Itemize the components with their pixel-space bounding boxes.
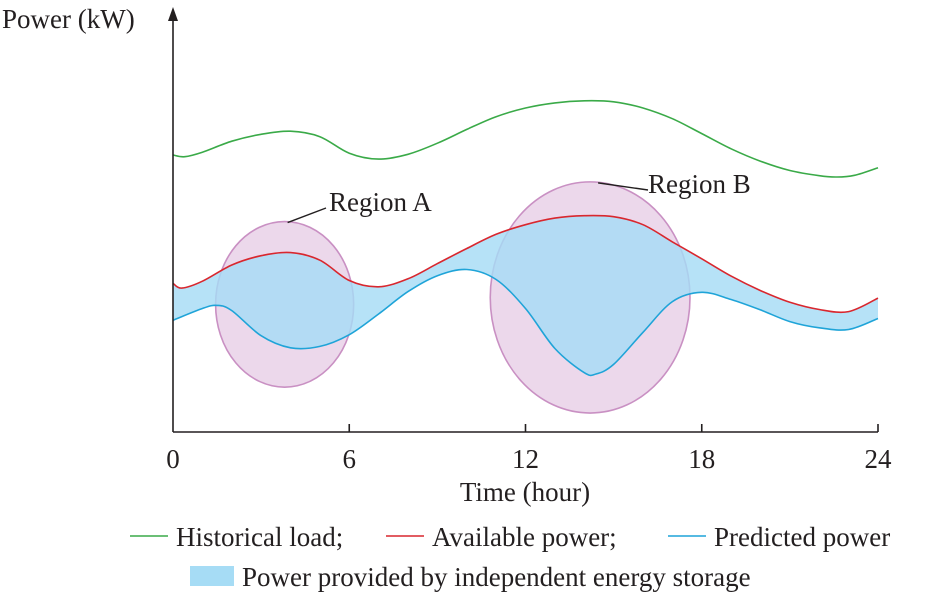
legend-storage-swatch bbox=[190, 566, 234, 586]
x-tick-label: 6 bbox=[343, 444, 357, 474]
legend-predicted-label: Predicted power bbox=[714, 522, 890, 552]
legend-available-label: Available power; bbox=[432, 522, 617, 552]
legend: Historical load; Available power; Predic… bbox=[130, 522, 890, 592]
x-tick-label: 18 bbox=[688, 444, 715, 474]
annotations-layer: Region A Region B bbox=[287, 169, 751, 224]
x-tick-label: 12 bbox=[512, 444, 539, 474]
x-tick-label: 0 bbox=[166, 444, 180, 474]
historical-load-line bbox=[172, 99, 879, 178]
lines-layer bbox=[172, 99, 879, 377]
x-axis-label: Time (hour) bbox=[460, 477, 590, 507]
x-ticks: 0 6 12 18 24 bbox=[166, 424, 892, 474]
y-axis-label: Power (kW) bbox=[2, 4, 135, 34]
available-power-line bbox=[172, 214, 879, 314]
storage-fill-area bbox=[173, 215, 878, 376]
x-tick-label: 24 bbox=[865, 444, 893, 474]
region-a-label: Region A bbox=[329, 187, 432, 217]
region-b-leader bbox=[598, 182, 649, 191]
legend-storage-label: Power provided by independent energy sto… bbox=[242, 562, 751, 592]
fill-layer bbox=[173, 215, 878, 376]
predicted-power-line bbox=[172, 268, 879, 377]
region-b-label: Region B bbox=[648, 169, 751, 199]
legend-historical-label: Historical load; bbox=[176, 522, 343, 552]
region-a-leader bbox=[287, 207, 327, 224]
y-axis-arrow bbox=[168, 7, 178, 21]
